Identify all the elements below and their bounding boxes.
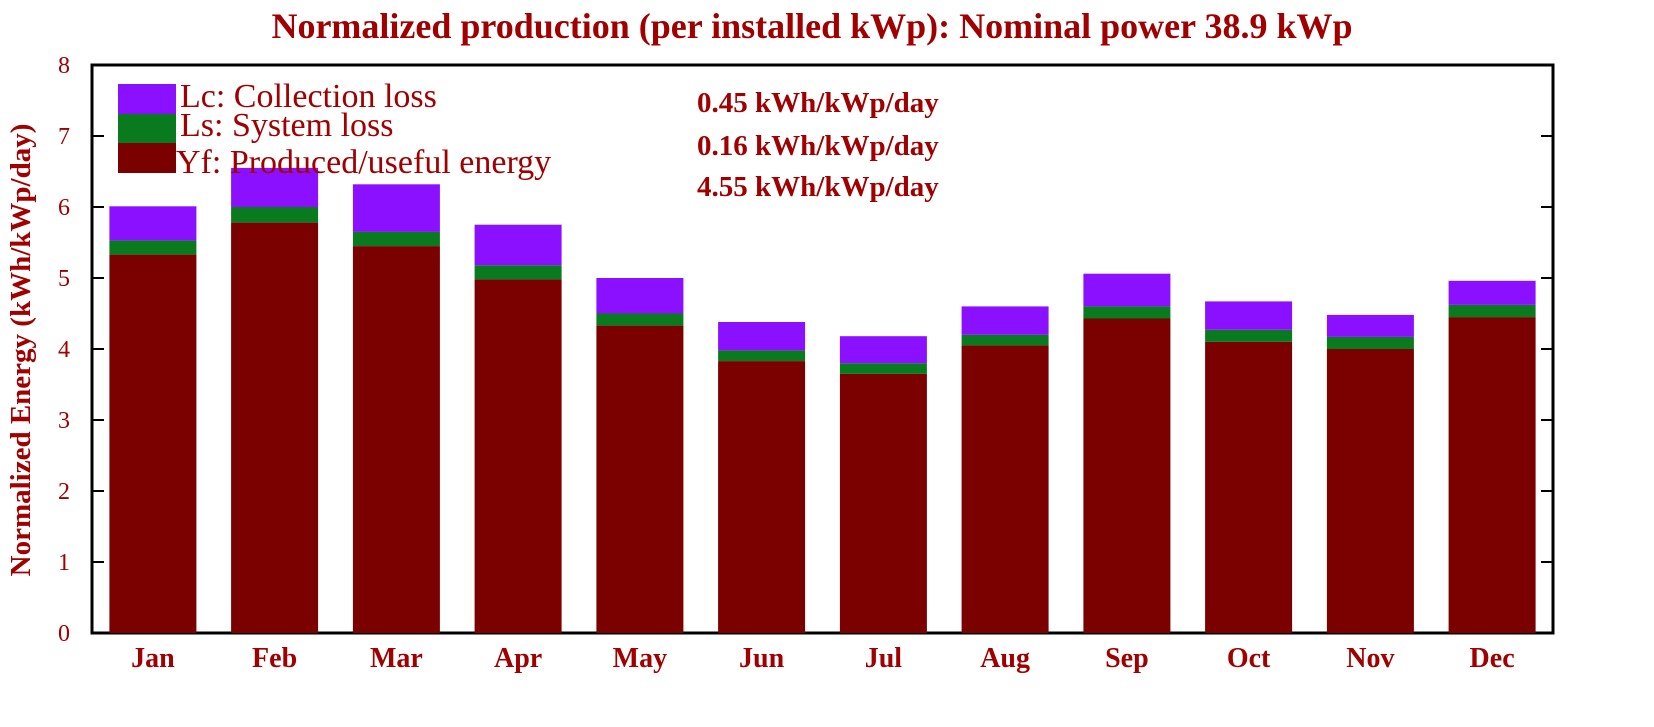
bar-apr-series-2 <box>474 224 562 266</box>
bar-sep-series-2 <box>1083 273 1171 307</box>
y-axis-label: Normalized Energy (kWh/kWp/day) <box>5 124 37 577</box>
bar-aug-series-1 <box>961 334 1049 346</box>
x-tick-label: Feb <box>252 643 297 674</box>
bar-may-series-2 <box>596 278 684 314</box>
bar-dec-series-2 <box>1448 280 1536 305</box>
bar-jul-series-0 <box>839 373 927 633</box>
x-tick-label: Oct <box>1227 643 1271 674</box>
legend-value: 0.45 kWh/kWp/day <box>697 87 939 119</box>
bar-may-series-0 <box>596 325 684 633</box>
legend-swatch <box>118 114 176 143</box>
bars <box>109 167 1536 633</box>
bar-sep-series-0 <box>1083 318 1171 633</box>
plot-area <box>90 63 1555 635</box>
x-tick-label: Aug <box>980 643 1030 674</box>
bar-nov-series-1 <box>1326 336 1414 349</box>
bar-jul-series-1 <box>839 363 927 374</box>
bar-feb-series-2 <box>231 167 319 207</box>
legend-label: Ls: System loss <box>180 107 393 144</box>
bar-mar-series-0 <box>352 246 440 633</box>
x-tick-label: Dec <box>1470 643 1515 674</box>
y-tick-label: 3 <box>58 408 70 434</box>
bar-oct-series-0 <box>1205 341 1293 633</box>
x-tick-label: Jul <box>865 643 903 674</box>
y-tick-label: 7 <box>58 124 70 150</box>
bar-jun-series-2 <box>718 322 806 351</box>
bar-feb-series-1 <box>231 207 319 223</box>
x-tick-label: Sep <box>1105 643 1149 674</box>
bar-jul-series-2 <box>839 336 927 364</box>
x-tick-label: Jun <box>739 643 785 674</box>
bar-oct-series-1 <box>1205 329 1293 342</box>
bar-dec-series-0 <box>1448 317 1536 633</box>
bar-sep-series-1 <box>1083 306 1171 319</box>
legend-value: 4.55 kWh/kWp/day <box>697 171 939 203</box>
legend-value: 0.16 kWh/kWp/day <box>697 130 939 162</box>
bar-aug-series-2 <box>961 306 1049 335</box>
y-axis-ticks: 0 1 2 3 4 5 6 7 8 <box>58 53 1553 647</box>
legend-values: 0.45 kWh/kWp/day 0.16 kWh/kWp/day 4.55 kWh… <box>697 87 939 203</box>
bar-dec-series-1 <box>1448 305 1536 318</box>
bar-jan-series-2 <box>109 206 197 241</box>
bar-jun-series-0 <box>718 361 806 633</box>
bar-feb-series-0 <box>231 222 319 633</box>
x-tick-label: Jan <box>131 643 175 674</box>
legend-swatch <box>118 143 176 173</box>
y-tick-label: 1 <box>58 550 70 576</box>
bar-apr-series-1 <box>474 265 562 280</box>
bar-jun-series-1 <box>718 350 806 361</box>
y-tick-label: 6 <box>58 195 70 221</box>
y-tick-label: 8 <box>58 53 70 79</box>
y-tick-label: 4 <box>58 337 70 363</box>
bar-nov-series-0 <box>1326 349 1414 633</box>
legend-swatch <box>118 84 176 114</box>
bar-may-series-1 <box>596 313 684 326</box>
bar-mar-series-1 <box>352 231 440 246</box>
legend-label: Lc: Collection loss <box>180 78 437 115</box>
legend-label: Yf: Produced/useful energy <box>176 144 551 181</box>
bar-oct-series-2 <box>1205 301 1293 330</box>
bar-aug-series-0 <box>961 345 1049 633</box>
y-tick-label: 0 <box>58 621 70 647</box>
y-tick-label: 5 <box>58 266 70 292</box>
bar-apr-series-0 <box>474 279 562 633</box>
x-axis-ticks: Jan Feb Mar Apr May Jun Jul Aug Sep Oct Nov Dec <box>131 643 1515 674</box>
bar-jan-series-1 <box>109 240 197 255</box>
x-tick-label: Apr <box>494 643 542 674</box>
chart-title: Normalized production (per installed kWp… <box>271 6 1352 46</box>
bar-mar-series-2 <box>352 184 440 232</box>
x-tick-label: May <box>613 643 667 674</box>
y-tick-label: 2 <box>58 479 70 505</box>
x-tick-label: Mar <box>370 643 423 674</box>
bar-nov-series-2 <box>1326 314 1414 337</box>
x-tick-label: Nov <box>1346 643 1394 674</box>
bar-jan-series-0 <box>109 254 197 633</box>
